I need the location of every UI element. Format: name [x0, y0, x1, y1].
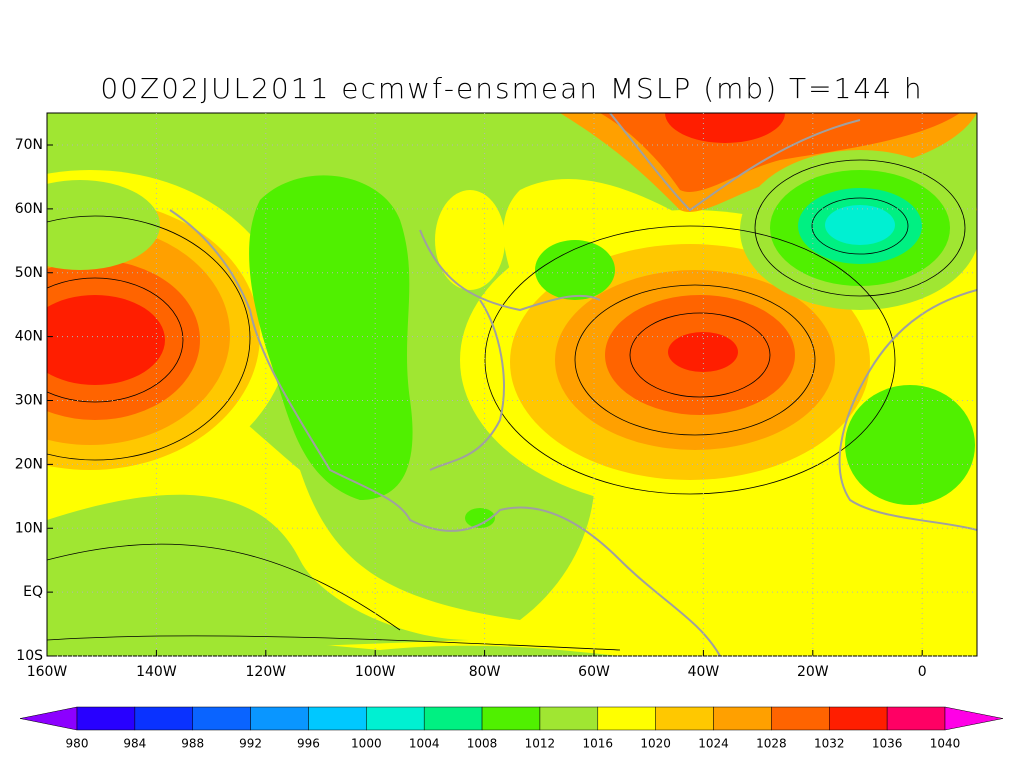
- lon-label: 0: [918, 664, 927, 680]
- colorbar-box: [481, 706, 541, 731]
- colorbar-box: [829, 706, 888, 731]
- colorbar-box: [76, 706, 136, 731]
- colorbar-label: 996: [297, 737, 320, 751]
- lon-label: 160W: [27, 664, 68, 680]
- colorbar-box: [713, 706, 772, 731]
- field-iceland-low: [825, 205, 895, 245]
- colorbar-label: 984: [123, 737, 146, 751]
- map-title: 00Z02JUL2011 ecmwf-ensmean MSLP (mb) T=1…: [100, 72, 923, 105]
- lat-label: 50N: [15, 265, 43, 281]
- field-greenland-high: [665, 113, 785, 143]
- colorbar-label: 992: [239, 737, 262, 751]
- lon-label: 20W: [797, 664, 829, 680]
- colorbar-under: [19, 706, 78, 731]
- field-canada-ridge: [435, 190, 505, 290]
- field-gulf-alaska: [47, 180, 160, 270]
- lon-label: 60W: [578, 664, 610, 680]
- lon-label: 80W: [469, 664, 501, 680]
- field-west-high: [47, 295, 165, 385]
- lat-label: 60N: [15, 201, 43, 217]
- colorbar-box: [597, 706, 656, 731]
- colorbar-label: 1040: [930, 737, 961, 751]
- lon-label: 40W: [688, 664, 720, 680]
- colorbar-label: 980: [66, 737, 89, 751]
- colorbar-label: 1028: [756, 737, 787, 751]
- field-atlantic-high: [668, 332, 738, 372]
- colorbar-box: [655, 706, 714, 731]
- colorbar-label: 1004: [409, 737, 440, 751]
- field-1012-south: [47, 494, 470, 656]
- colorbar-box: [192, 706, 251, 731]
- lat-label: 20N: [15, 456, 43, 472]
- isobars: [47, 159, 966, 651]
- colorbar-box: [886, 706, 946, 731]
- colorbar-over: [944, 706, 1004, 731]
- colorbar-label: 1012: [525, 737, 556, 751]
- colorbar-box: [539, 706, 599, 731]
- lat-label: 70N: [15, 137, 43, 153]
- colorbar-box: [134, 706, 193, 731]
- colorbar-box: [771, 706, 830, 731]
- colorbar-label: 1016: [583, 737, 614, 751]
- colorbar-label: 1020: [640, 737, 671, 751]
- colorbar-box: [308, 706, 367, 731]
- lon-label: 100W: [355, 664, 396, 680]
- lat-label: 40N: [15, 329, 43, 345]
- field-hudson-low: [535, 240, 615, 300]
- lat-label: 10N: [15, 520, 43, 536]
- colorbar-label: 1024: [698, 737, 729, 751]
- lon-label: 140W: [136, 664, 177, 680]
- colorbar-label: 1008: [467, 737, 498, 751]
- field-continental-low: [249, 175, 413, 500]
- lat-label: 10S: [16, 648, 43, 664]
- colorbar-label: 1000: [351, 737, 382, 751]
- pressure-field: [47, 113, 977, 656]
- coastlines: [169, 113, 977, 656]
- field-sahara-low: [845, 385, 975, 505]
- colorbar-label: 988: [181, 737, 204, 751]
- colorbar-label: 1036: [872, 737, 903, 751]
- axes: 160W 140W 120W 100W 80W 60W 40W 20W 0 70N 60N 50N 40…: [15, 113, 977, 680]
- lat-label: 30N: [15, 393, 43, 409]
- colorbar-box: [423, 706, 483, 731]
- lon-label: 120W: [246, 664, 287, 680]
- colorbar-box: [366, 706, 425, 731]
- colorbar-label: 1032: [814, 737, 845, 751]
- lat-label: EQ: [23, 584, 43, 600]
- colorbar: 980 984 988 992 996 1000 1004 1008 1012 1016 1020 1…: [19, 706, 1004, 751]
- field-small-low: [465, 508, 495, 528]
- colorbar-box: [250, 706, 309, 731]
